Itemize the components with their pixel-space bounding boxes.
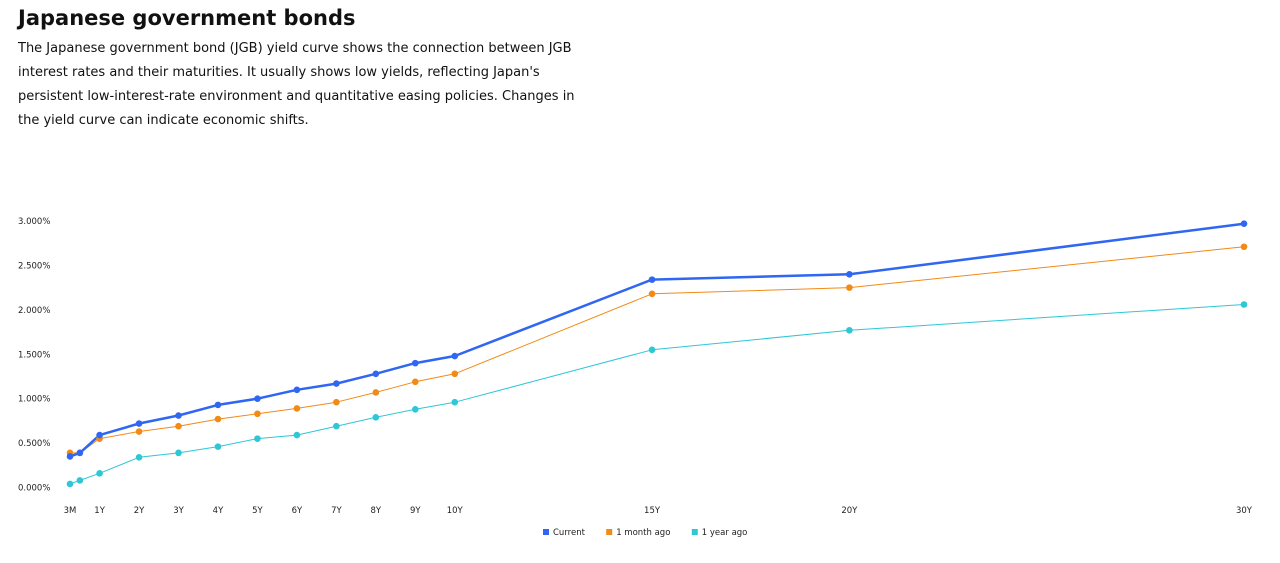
data-point xyxy=(214,401,222,409)
data-point xyxy=(175,412,182,419)
data-point xyxy=(411,378,419,386)
x-axis-labels: 3M 1Y 2Y 3Y 4Y 5Y 6Y 7Y 8Y 9Y 10Y 15Y 20Y 30Y xyxy=(64,506,1253,516)
page-description: The Japanese government bond (JGB) yield… xyxy=(18,41,575,128)
data-point xyxy=(66,453,74,460)
chart-legend: Current 1 month ago 1 year ago xyxy=(543,528,747,538)
series-line xyxy=(69,304,1245,485)
page-title: Japanese government bonds xyxy=(18,6,356,30)
data-point xyxy=(76,477,84,484)
series-line xyxy=(68,222,1246,458)
y-tick-label: 1.500% xyxy=(18,350,50,360)
series-line xyxy=(69,246,1245,454)
x-tick-label: 3Y xyxy=(173,506,184,516)
data-point xyxy=(411,406,419,413)
data-point xyxy=(411,359,419,367)
x-tick-label: 5Y xyxy=(252,506,263,516)
x-tick-label: 2Y xyxy=(134,506,145,516)
data-point xyxy=(76,449,84,457)
data-point xyxy=(648,290,656,298)
series-lines xyxy=(68,222,1246,485)
data-point xyxy=(648,276,656,283)
x-tick-label: 10Y xyxy=(447,506,464,516)
data-point xyxy=(1240,243,1248,251)
x-tick-label: 8Y xyxy=(371,506,382,516)
x-tick-label: 9Y xyxy=(410,506,421,516)
data-point xyxy=(293,405,301,412)
legend-label: 1 month ago xyxy=(616,528,670,538)
y-tick-label: 2.000% xyxy=(18,306,50,316)
data-point xyxy=(135,428,143,435)
data-point xyxy=(135,453,143,461)
data-point xyxy=(846,271,853,278)
y-tick-label: 0.500% xyxy=(18,439,50,449)
data-point xyxy=(451,370,459,378)
data-point xyxy=(66,480,74,488)
data-point xyxy=(846,326,853,334)
data-point xyxy=(214,415,222,423)
x-tick-label: 1Y xyxy=(94,506,105,516)
data-point xyxy=(333,422,340,430)
data-point xyxy=(293,386,301,394)
x-tick-label: 4Y xyxy=(213,506,224,516)
legend-label: 1 year ago xyxy=(702,528,748,538)
legend-swatch xyxy=(543,529,549,535)
data-point xyxy=(135,420,143,427)
data-point xyxy=(293,431,301,439)
y-tick-label: 0.000% xyxy=(18,484,50,494)
data-point xyxy=(96,431,103,439)
y-tick-label: 3.000% xyxy=(18,217,50,227)
y-axis-labels: 0.000% 0.500% 1.000% 1.500% 2.000% 2.500% 3.00… xyxy=(18,217,50,494)
data-point xyxy=(254,435,261,442)
y-tick-label: 1.000% xyxy=(18,395,50,405)
x-tick-label: 6Y xyxy=(292,506,303,516)
legend-label: Current xyxy=(553,528,586,538)
data-point xyxy=(648,346,656,354)
series-points xyxy=(66,220,1248,488)
data-point xyxy=(372,370,380,378)
data-point xyxy=(254,410,261,418)
data-point xyxy=(451,398,459,406)
x-tick-label: 20Y xyxy=(841,506,858,516)
data-point xyxy=(175,422,182,430)
legend-swatch xyxy=(691,529,698,535)
data-point xyxy=(333,398,340,406)
data-point xyxy=(96,469,103,477)
data-point xyxy=(254,395,261,402)
x-tick-label: 3M xyxy=(64,506,77,516)
data-point xyxy=(1240,301,1248,308)
x-tick-label: 7Y xyxy=(331,506,342,516)
data-point xyxy=(372,389,380,396)
data-point xyxy=(846,284,853,291)
y-tick-label: 2.500% xyxy=(18,261,50,271)
data-point xyxy=(333,380,340,387)
x-tick-label: 30Y xyxy=(1236,506,1253,516)
data-point xyxy=(175,449,182,457)
data-point xyxy=(214,443,222,450)
x-tick-label: 15Y xyxy=(644,506,661,516)
legend-swatch xyxy=(606,529,613,535)
data-point xyxy=(451,352,459,360)
data-point xyxy=(1240,220,1248,227)
data-point xyxy=(372,414,380,421)
